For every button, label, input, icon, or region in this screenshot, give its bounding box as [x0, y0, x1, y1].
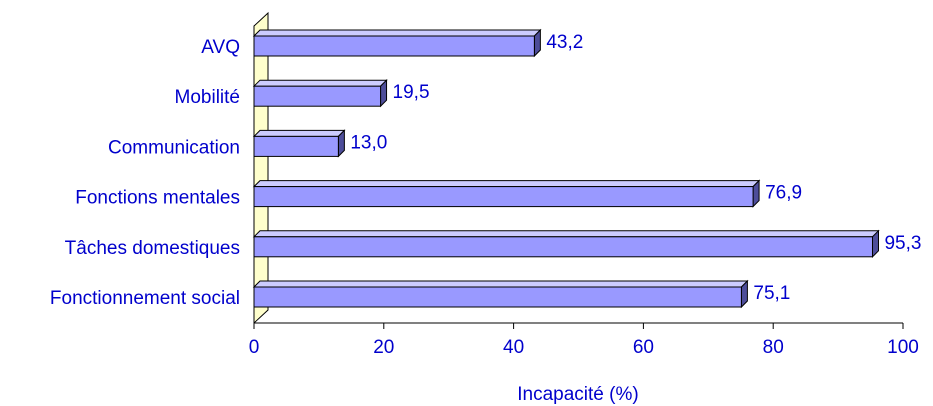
bar: [252, 28, 542, 58]
data-label: 19,5: [393, 82, 430, 103]
chart-back-wall: [253, 11, 269, 325]
bar-front-face: [253, 186, 754, 208]
x-tick-label: 100: [887, 337, 919, 358]
bar: [252, 179, 761, 208]
bar: [252, 279, 749, 309]
x-tick-label: 20: [373, 337, 394, 358]
bar-front-face: [253, 35, 535, 57]
bar-top-face: [252, 230, 880, 238]
bar: [252, 229, 880, 259]
back-wall-panel: [253, 11, 269, 325]
bar-top-face: [252, 180, 761, 188]
labels: AVQ 43,2 Mobilité 19,5 Communication 13,0 Fonc…: [50, 32, 922, 309]
category-label: Fonctions mentales: [75, 188, 240, 209]
bar-top-face: [252, 79, 388, 87]
bar-front-face: [253, 236, 873, 258]
x-tick-label: 40: [503, 337, 524, 358]
x-tick-label: 0: [249, 337, 260, 358]
bar-top-face: [252, 129, 346, 137]
data-label: 75,1: [753, 283, 790, 304]
bars: [252, 28, 880, 309]
data-label: 95,3: [884, 233, 921, 254]
x-axis-title: Incapacité (%): [517, 384, 638, 405]
category-label: Fonctionnement social: [50, 288, 240, 309]
x-tick-label: 80: [763, 337, 784, 358]
bar-front-face: [253, 286, 742, 308]
data-label: 43,2: [546, 32, 583, 53]
bar: [252, 78, 388, 108]
x-axis: 0 20 40 60 80 100: [249, 322, 919, 358]
bar-top-face: [252, 29, 542, 37]
bar-front-face: [253, 135, 339, 157]
x-tick-label: 60: [633, 337, 654, 358]
category-label: Tâches domestiques: [65, 238, 240, 259]
bar: [252, 129, 346, 158]
bar-front-face: [253, 85, 382, 107]
category-label: Communication: [108, 137, 240, 158]
bar-top-face: [252, 280, 749, 288]
category-label: Mobilité: [175, 87, 240, 108]
data-label: 13,0: [350, 132, 387, 153]
category-label: AVQ: [201, 37, 240, 58]
data-label: 76,9: [765, 183, 802, 204]
